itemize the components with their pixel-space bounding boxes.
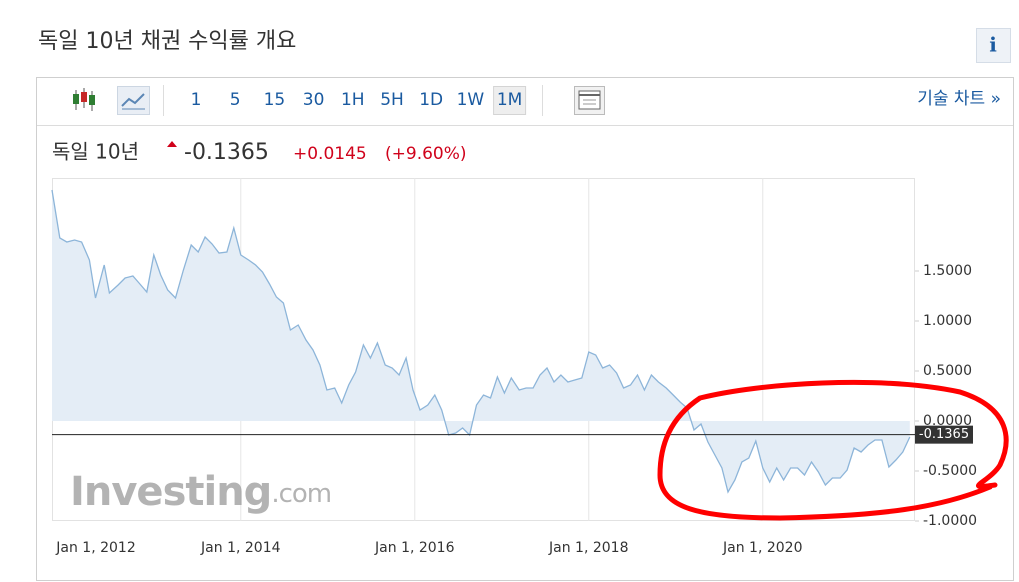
- y-tick-label: -0.5000: [923, 463, 977, 479]
- interval-button[interactable]: 1M: [497, 90, 522, 110]
- interval-button[interactable]: 1W: [457, 90, 485, 110]
- watermark: Investing.com: [70, 469, 331, 515]
- y-tick-label: 1.5000: [923, 263, 972, 279]
- watermark-suffix: .com: [271, 479, 331, 509]
- x-tick-label: Jan 1, 2016: [374, 540, 455, 556]
- interval-button[interactable]: 1H: [341, 90, 365, 110]
- y-tick-label: 1.0000: [923, 313, 972, 329]
- watermark-brand: Investing: [70, 469, 271, 515]
- info-button[interactable]: [976, 28, 1011, 63]
- interval-button[interactable]: 5H: [380, 90, 404, 110]
- x-tick-label: Jan 1, 2012: [55, 540, 135, 556]
- interval-button[interactable]: 5: [230, 90, 241, 110]
- last-value-label: -0.1365: [919, 427, 969, 442]
- x-tick-label: Jan 1, 2014: [200, 540, 281, 556]
- change-pct: (+9.60%): [385, 144, 467, 164]
- technical-chart-link[interactable]: 기술 차트 »: [917, 89, 1001, 109]
- page-title: 독일 10년 채권 수익률 개요: [38, 29, 296, 54]
- interval-selected[interactable]: [493, 86, 527, 115]
- change: +0.0145: [293, 144, 367, 164]
- up-arrow: [167, 141, 177, 147]
- x-tick-label: Jan 1, 2018: [548, 540, 628, 556]
- widget-frame: [36, 77, 1014, 581]
- area-fill: [52, 190, 910, 492]
- y-tick-label: 0.0000: [923, 413, 972, 429]
- y-tick-label: 0.5000: [923, 363, 972, 379]
- interval-button[interactable]: 1D: [419, 90, 443, 110]
- interval-button[interactable]: 15: [264, 90, 286, 110]
- last-value-box: [915, 425, 973, 444]
- price-line: [51, 189, 911, 494]
- candle-icon[interactable]: [73, 88, 95, 111]
- interval-button[interactable]: 30: [303, 90, 325, 110]
- x-tick-label: Jan 1, 2020: [722, 540, 802, 556]
- hand-drawn-annotation: [657, 379, 1009, 521]
- template-icon[interactable]: [574, 86, 605, 115]
- price: -0.1365: [184, 140, 269, 165]
- info-icon[interactable]: i: [989, 33, 997, 57]
- instrument-name: 독일 10년: [52, 140, 139, 164]
- y-tick-label: -1.0000: [923, 513, 977, 529]
- line-icon[interactable]: [117, 86, 150, 115]
- interval-button[interactable]: 1: [191, 90, 202, 110]
